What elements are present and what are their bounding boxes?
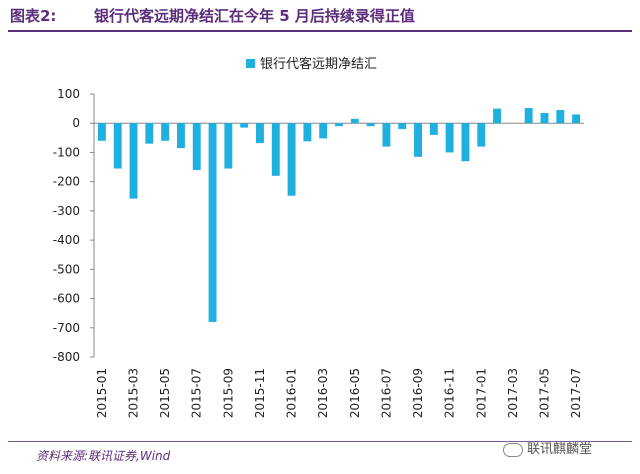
x-tick-label: 2016-01	[285, 368, 299, 418]
bar	[208, 123, 217, 322]
header-rule	[8, 30, 632, 32]
bar	[335, 123, 343, 127]
y-tick-label: 100	[57, 87, 80, 101]
bar	[129, 123, 138, 199]
bar	[145, 123, 154, 144]
legend-label: 银行代客远期净结汇	[260, 56, 377, 72]
x-tick-label: 2015-05	[158, 368, 172, 418]
x-tick-label: 2015-01	[95, 368, 109, 418]
bar	[240, 123, 249, 128]
bar	[556, 110, 565, 124]
x-tick-label: 2015-09	[221, 368, 235, 418]
x-tick-label: 2016-05	[348, 368, 362, 418]
bar	[366, 123, 375, 127]
footer-rule	[8, 441, 632, 442]
x-tick-label: 2016-09	[411, 368, 425, 418]
y-tick-label: -300	[53, 204, 80, 218]
bar	[161, 123, 170, 141]
y-tick-label: -700	[53, 321, 80, 335]
x-tick-label: 2016-07	[379, 368, 393, 418]
x-tick-label: 2017-03	[506, 368, 520, 418]
bar	[271, 123, 280, 176]
bar	[113, 123, 122, 169]
wechat-icon	[503, 442, 523, 457]
figure-label: 图表2:	[10, 7, 57, 25]
bar	[493, 108, 502, 124]
bar	[303, 123, 312, 142]
bar	[524, 108, 533, 124]
y-tick-label: -800	[53, 350, 80, 364]
x-tick-label: 2015-07	[190, 368, 204, 418]
x-tick-label: 2016-03	[316, 368, 330, 418]
legend-swatch	[246, 59, 255, 68]
chart-header: 图表2: 银行代客远期净结汇在今年 5 月后持续录得正值	[0, 0, 640, 32]
x-tick-label: 2015-11	[253, 368, 267, 418]
bar	[319, 123, 328, 139]
y-tick-label: 0	[72, 116, 80, 130]
bar	[97, 123, 106, 141]
x-tick-label: 2017-01	[474, 368, 488, 418]
bar	[256, 123, 264, 144]
bar	[176, 123, 185, 149]
source-note: 资料来源:联讯证券,Wind	[36, 449, 171, 463]
bar	[445, 123, 454, 153]
bar-chart: 银行代客远期净结汇 100 0 -100 -200 -300 -400 -500 -600 -70…	[53, 56, 584, 418]
bar	[429, 123, 438, 135]
bar	[414, 123, 422, 157]
bar	[224, 123, 233, 169]
y-tick-label: -600	[53, 292, 80, 306]
chart-title: 银行代客远期净结汇在今年 5 月后持续录得正值	[94, 7, 415, 25]
watermark: 联讯麒麟堂	[503, 438, 592, 457]
bar	[382, 123, 391, 147]
bar	[540, 112, 549, 124]
bar	[398, 123, 407, 130]
x-tick-label: 2016-11	[443, 368, 457, 418]
watermark-text: 联讯麒麟堂	[527, 442, 593, 457]
bar	[572, 114, 581, 124]
y-tick-label: -200	[53, 175, 80, 189]
x-tick-label: 2017-05	[537, 368, 551, 418]
y-tick-label: -400	[53, 233, 80, 247]
bar	[287, 123, 296, 196]
bar	[477, 123, 486, 147]
y-tick-label: -500	[53, 262, 80, 276]
bar	[461, 123, 470, 162]
x-tick-label: 2017-07	[569, 368, 583, 418]
bar	[350, 118, 359, 124]
x-tick-label: 2015-03	[127, 368, 141, 418]
bar	[192, 123, 201, 170]
y-tick-label: -100	[53, 145, 80, 159]
